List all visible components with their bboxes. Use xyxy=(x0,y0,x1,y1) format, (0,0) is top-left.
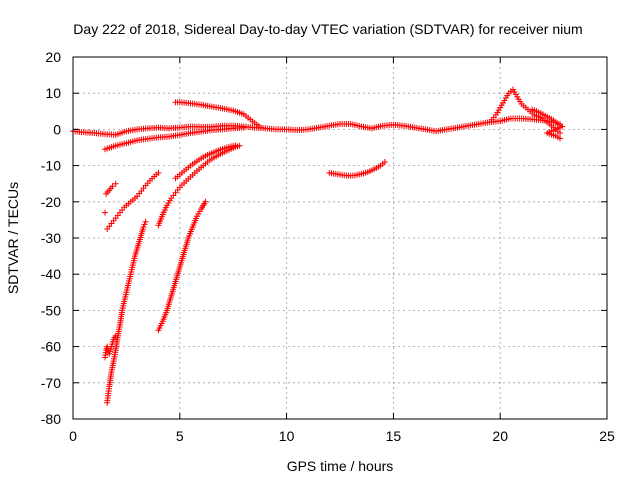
data-point-arc-short xyxy=(109,183,116,190)
data-point-arc-curve-3 xyxy=(232,142,239,149)
data-point-arc-upper-hump xyxy=(257,124,264,131)
data-point-arc-mid-dip xyxy=(381,158,388,165)
data-point-arc-late-fall xyxy=(557,130,564,137)
y-tick-label: 20 xyxy=(45,49,61,65)
y-tick-label: -40 xyxy=(41,266,61,282)
y-tick-label: -20 xyxy=(41,194,61,210)
y-axis-label: SDTVAR / TECUs xyxy=(5,182,21,294)
y-tick-label: -10 xyxy=(41,158,61,174)
x-tick-label: 15 xyxy=(386,428,402,444)
chart-title: Day 222 of 2018, Sidereal Day-to-day VTE… xyxy=(73,21,582,37)
x-tick-label: 20 xyxy=(492,428,508,444)
data-point-arc-steep-1 xyxy=(141,221,148,228)
y-tick-label: -60 xyxy=(41,339,61,355)
y-tick-label: 0 xyxy=(53,121,61,137)
grid-layer xyxy=(73,57,607,419)
points-layer xyxy=(70,86,566,406)
x-tick-label: 10 xyxy=(279,428,295,444)
data-point-outlier xyxy=(102,209,109,216)
data-point-arc-curve-1 xyxy=(155,169,162,176)
y-tick-label: -50 xyxy=(41,302,61,318)
y-tick-label: -80 xyxy=(41,411,61,427)
x-tick-label: 0 xyxy=(69,428,77,444)
data-point-arc-steep-1 xyxy=(140,224,147,231)
data-point-arc-steep-1 xyxy=(142,218,149,225)
data-point-arc-short xyxy=(112,180,119,187)
data-point-arc-steep-3 xyxy=(202,198,209,205)
y-tick-label: 10 xyxy=(45,85,61,101)
y-tick-label: -70 xyxy=(41,375,61,391)
data-point-arc-steep-2 xyxy=(112,332,119,339)
x-tick-label: 25 xyxy=(599,428,615,444)
data-point-arc-late-scatter xyxy=(557,135,564,142)
x-axis-label: GPS time / hours xyxy=(287,458,394,474)
data-point-arc-lower-ramp xyxy=(240,124,247,131)
tick-layer: 0 5 10 15 20 25 -80 -70 -60 -50 -40 -30 -20 -10 0 10 20 xyxy=(41,49,615,444)
x-tick-label: 5 xyxy=(176,428,184,444)
y-tick-label: -30 xyxy=(41,230,61,246)
